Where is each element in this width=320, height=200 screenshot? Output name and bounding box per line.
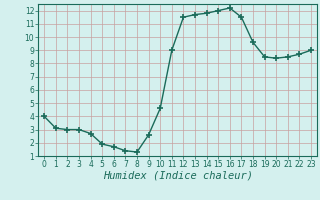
X-axis label: Humidex (Indice chaleur): Humidex (Indice chaleur) (103, 171, 252, 181)
